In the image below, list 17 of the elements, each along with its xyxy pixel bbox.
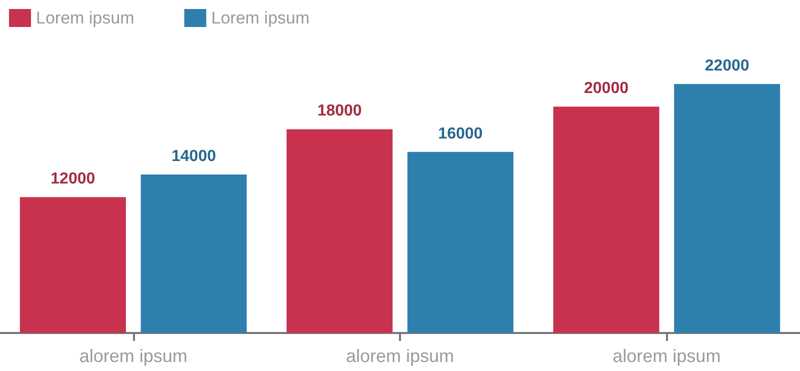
bar	[20, 197, 126, 333]
x-tick-label: alorem ipsum	[612, 346, 721, 366]
bar	[286, 129, 393, 333]
data-label: 16000	[438, 125, 483, 142]
bar	[407, 152, 514, 333]
x-tick-label: alorem ipsum	[79, 346, 188, 366]
bar	[140, 174, 247, 333]
data-label: 18000	[317, 102, 362, 120]
data-label: 22000	[704, 57, 750, 74]
data-label: 12000	[50, 170, 96, 188]
data-label: 20000	[584, 80, 629, 98]
x-tick-label: alorem ipsum	[346, 346, 454, 366]
legend-label: Lorem ipsum	[211, 8, 310, 28]
legend-label: Lorem ipsum	[36, 8, 134, 28]
data-label: 14000	[172, 148, 216, 166]
bar	[674, 84, 780, 333]
bar	[553, 106, 660, 333]
